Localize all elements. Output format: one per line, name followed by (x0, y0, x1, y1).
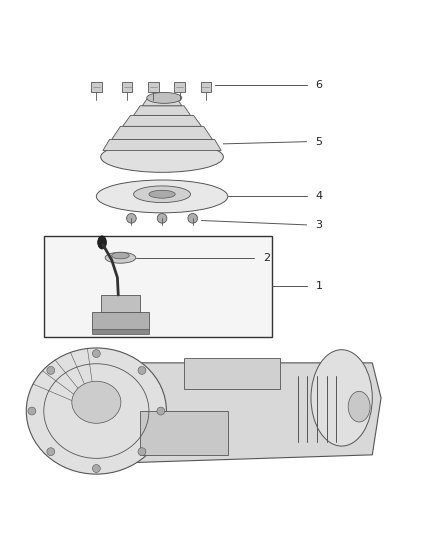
Ellipse shape (112, 252, 129, 259)
Ellipse shape (105, 252, 136, 263)
Bar (148, 82, 159, 92)
Ellipse shape (47, 448, 55, 456)
Bar (101, 295, 140, 312)
Ellipse shape (72, 381, 121, 423)
Ellipse shape (311, 350, 372, 446)
Polygon shape (44, 363, 381, 464)
Polygon shape (142, 98, 182, 106)
Ellipse shape (92, 350, 100, 358)
Polygon shape (134, 106, 191, 115)
Bar (91, 82, 102, 92)
Text: 4: 4 (315, 191, 322, 201)
Bar (92, 312, 149, 330)
Ellipse shape (98, 236, 106, 249)
Bar (140, 411, 228, 455)
Ellipse shape (147, 92, 182, 103)
Ellipse shape (348, 391, 370, 422)
Ellipse shape (157, 214, 167, 223)
Ellipse shape (47, 367, 55, 374)
Bar (122, 82, 132, 92)
Text: 3: 3 (315, 220, 322, 230)
Bar (201, 82, 211, 92)
Ellipse shape (92, 465, 100, 472)
Ellipse shape (28, 407, 36, 415)
Text: 5: 5 (315, 136, 322, 147)
Ellipse shape (134, 186, 191, 203)
Bar (184, 359, 280, 389)
Text: 6: 6 (315, 80, 322, 90)
Ellipse shape (101, 142, 223, 172)
Ellipse shape (138, 367, 146, 374)
Bar (92, 329, 149, 334)
Text: 2: 2 (263, 253, 270, 263)
Ellipse shape (26, 348, 166, 474)
Polygon shape (103, 140, 221, 150)
Ellipse shape (96, 180, 228, 213)
Ellipse shape (149, 190, 175, 198)
Text: 1: 1 (315, 281, 322, 291)
Polygon shape (123, 115, 201, 126)
Ellipse shape (127, 214, 136, 223)
Ellipse shape (138, 448, 146, 456)
Bar (44, 236, 272, 336)
Bar (174, 82, 185, 92)
Ellipse shape (157, 407, 165, 415)
Ellipse shape (188, 214, 198, 223)
Polygon shape (112, 126, 212, 140)
